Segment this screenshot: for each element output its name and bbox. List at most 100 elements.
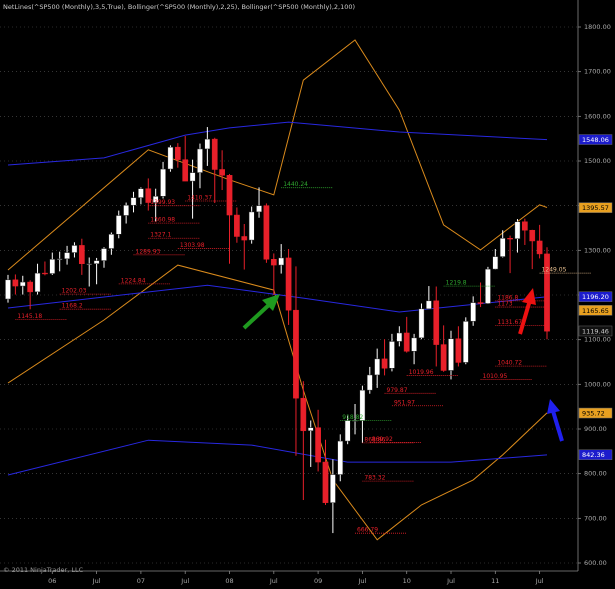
candle-body — [337, 440, 344, 475]
candle-body — [241, 236, 248, 241]
level-label: 1202.03 — [62, 288, 87, 295]
x-tick-label: 10 — [403, 577, 411, 585]
y-tick-label: 800.00 — [584, 470, 607, 478]
price-marker-label: 1165.65 — [582, 307, 609, 315]
level-label: 979.87 — [387, 387, 408, 394]
level-label: 1131.67 — [497, 319, 522, 326]
candle-body — [521, 221, 528, 231]
candle-body — [381, 358, 388, 369]
candle-body — [477, 302, 484, 304]
level-label: 783.32 — [364, 475, 385, 482]
candle-body — [470, 302, 477, 322]
candle-body — [115, 215, 122, 235]
level-label: 1440.24 — [283, 181, 308, 188]
level-label: 1145.18 — [17, 313, 42, 320]
candle-body — [492, 256, 499, 270]
price-marker-label: 1196.20 — [582, 293, 609, 301]
level-label: 1040.72 — [497, 360, 522, 367]
candle-body — [270, 259, 277, 266]
candle-body — [219, 169, 225, 176]
candle-body — [344, 420, 351, 442]
level-label: 1327.1 — [150, 232, 171, 239]
x-tick-label: Jul — [357, 577, 366, 585]
candle-body — [426, 300, 432, 310]
price-marker-label: 1119.46 — [582, 327, 609, 335]
candle-body — [138, 188, 144, 198]
level-label: 868.86 — [364, 436, 385, 443]
candle-body — [167, 146, 174, 170]
y-tick-label: 600.00 — [584, 559, 607, 567]
candle-body — [440, 344, 447, 371]
candle-body — [27, 281, 34, 293]
candle-body — [389, 341, 395, 369]
candle-body — [12, 279, 19, 287]
candle-body — [19, 281, 26, 287]
level-label: 869.92 — [372, 436, 393, 443]
candle-body — [56, 258, 63, 260]
candles-layer — [5, 127, 550, 534]
level-label: 1289.93 — [136, 248, 161, 255]
level-label: 1173 — [497, 301, 512, 308]
y-tick-label: 1700.00 — [584, 68, 611, 76]
candle-body — [300, 397, 307, 432]
level-label: 1249.05 — [542, 267, 567, 274]
x-tick-label: Jul — [535, 577, 544, 585]
price-marker — [578, 305, 613, 316]
candle-body — [64, 252, 70, 260]
candle-body — [189, 172, 196, 182]
y-tick-label: 1800.00 — [584, 23, 611, 31]
candle-body — [499, 238, 506, 257]
price-marker-label: 935.72 — [582, 410, 605, 418]
candle-body — [448, 338, 454, 371]
candle-body — [211, 138, 218, 170]
price-marker — [578, 134, 613, 145]
candle-body — [34, 272, 41, 293]
price-marker — [578, 202, 613, 213]
bollinger-band — [7, 121, 548, 166]
candle-body — [462, 321, 469, 363]
y-tick-label: 1000.00 — [584, 380, 611, 388]
candle-body — [152, 196, 159, 203]
candle-body — [5, 279, 11, 300]
level-label: 1399.93 — [150, 199, 175, 206]
candle-body — [263, 205, 270, 260]
candle-body — [322, 461, 329, 503]
candle-body — [78, 245, 85, 264]
y-tick-label: 1600.00 — [584, 112, 611, 120]
candle-body — [396, 332, 403, 342]
blue-arrow — [547, 399, 564, 442]
candle-body — [411, 337, 417, 352]
candle-body — [204, 138, 211, 150]
x-tick-label: Jul — [269, 577, 278, 585]
level-label: 1360.98 — [150, 217, 175, 224]
level-label: 666.79 — [357, 527, 378, 534]
price-marker — [578, 407, 613, 419]
bollinger-band — [7, 439, 548, 476]
y-tick-label: 1500.00 — [584, 157, 611, 165]
candle-body — [403, 332, 410, 352]
candle-body — [293, 309, 299, 399]
candle-body — [130, 197, 137, 206]
price-marker — [578, 449, 613, 460]
candle-body — [49, 259, 56, 274]
candle-body — [174, 146, 181, 160]
price-marker-label: 1395.57 — [582, 204, 609, 212]
price-marker-label: 1548.06 — [582, 136, 609, 144]
green-arrow — [242, 294, 280, 330]
candle-body — [197, 148, 203, 173]
price-marker-label: 842.36 — [582, 451, 605, 459]
candle-body — [123, 204, 129, 216]
x-tick-label: 09 — [314, 577, 322, 585]
candle-body — [234, 214, 240, 237]
candle-body — [160, 168, 166, 197]
candle-body — [330, 474, 336, 503]
candle-body — [529, 229, 536, 242]
candle-body — [307, 427, 314, 432]
candle-body — [433, 300, 440, 345]
candle-body — [145, 188, 152, 203]
candle-body — [278, 257, 285, 266]
candle-body — [226, 175, 233, 216]
level-label: 1224.84 — [121, 277, 146, 284]
